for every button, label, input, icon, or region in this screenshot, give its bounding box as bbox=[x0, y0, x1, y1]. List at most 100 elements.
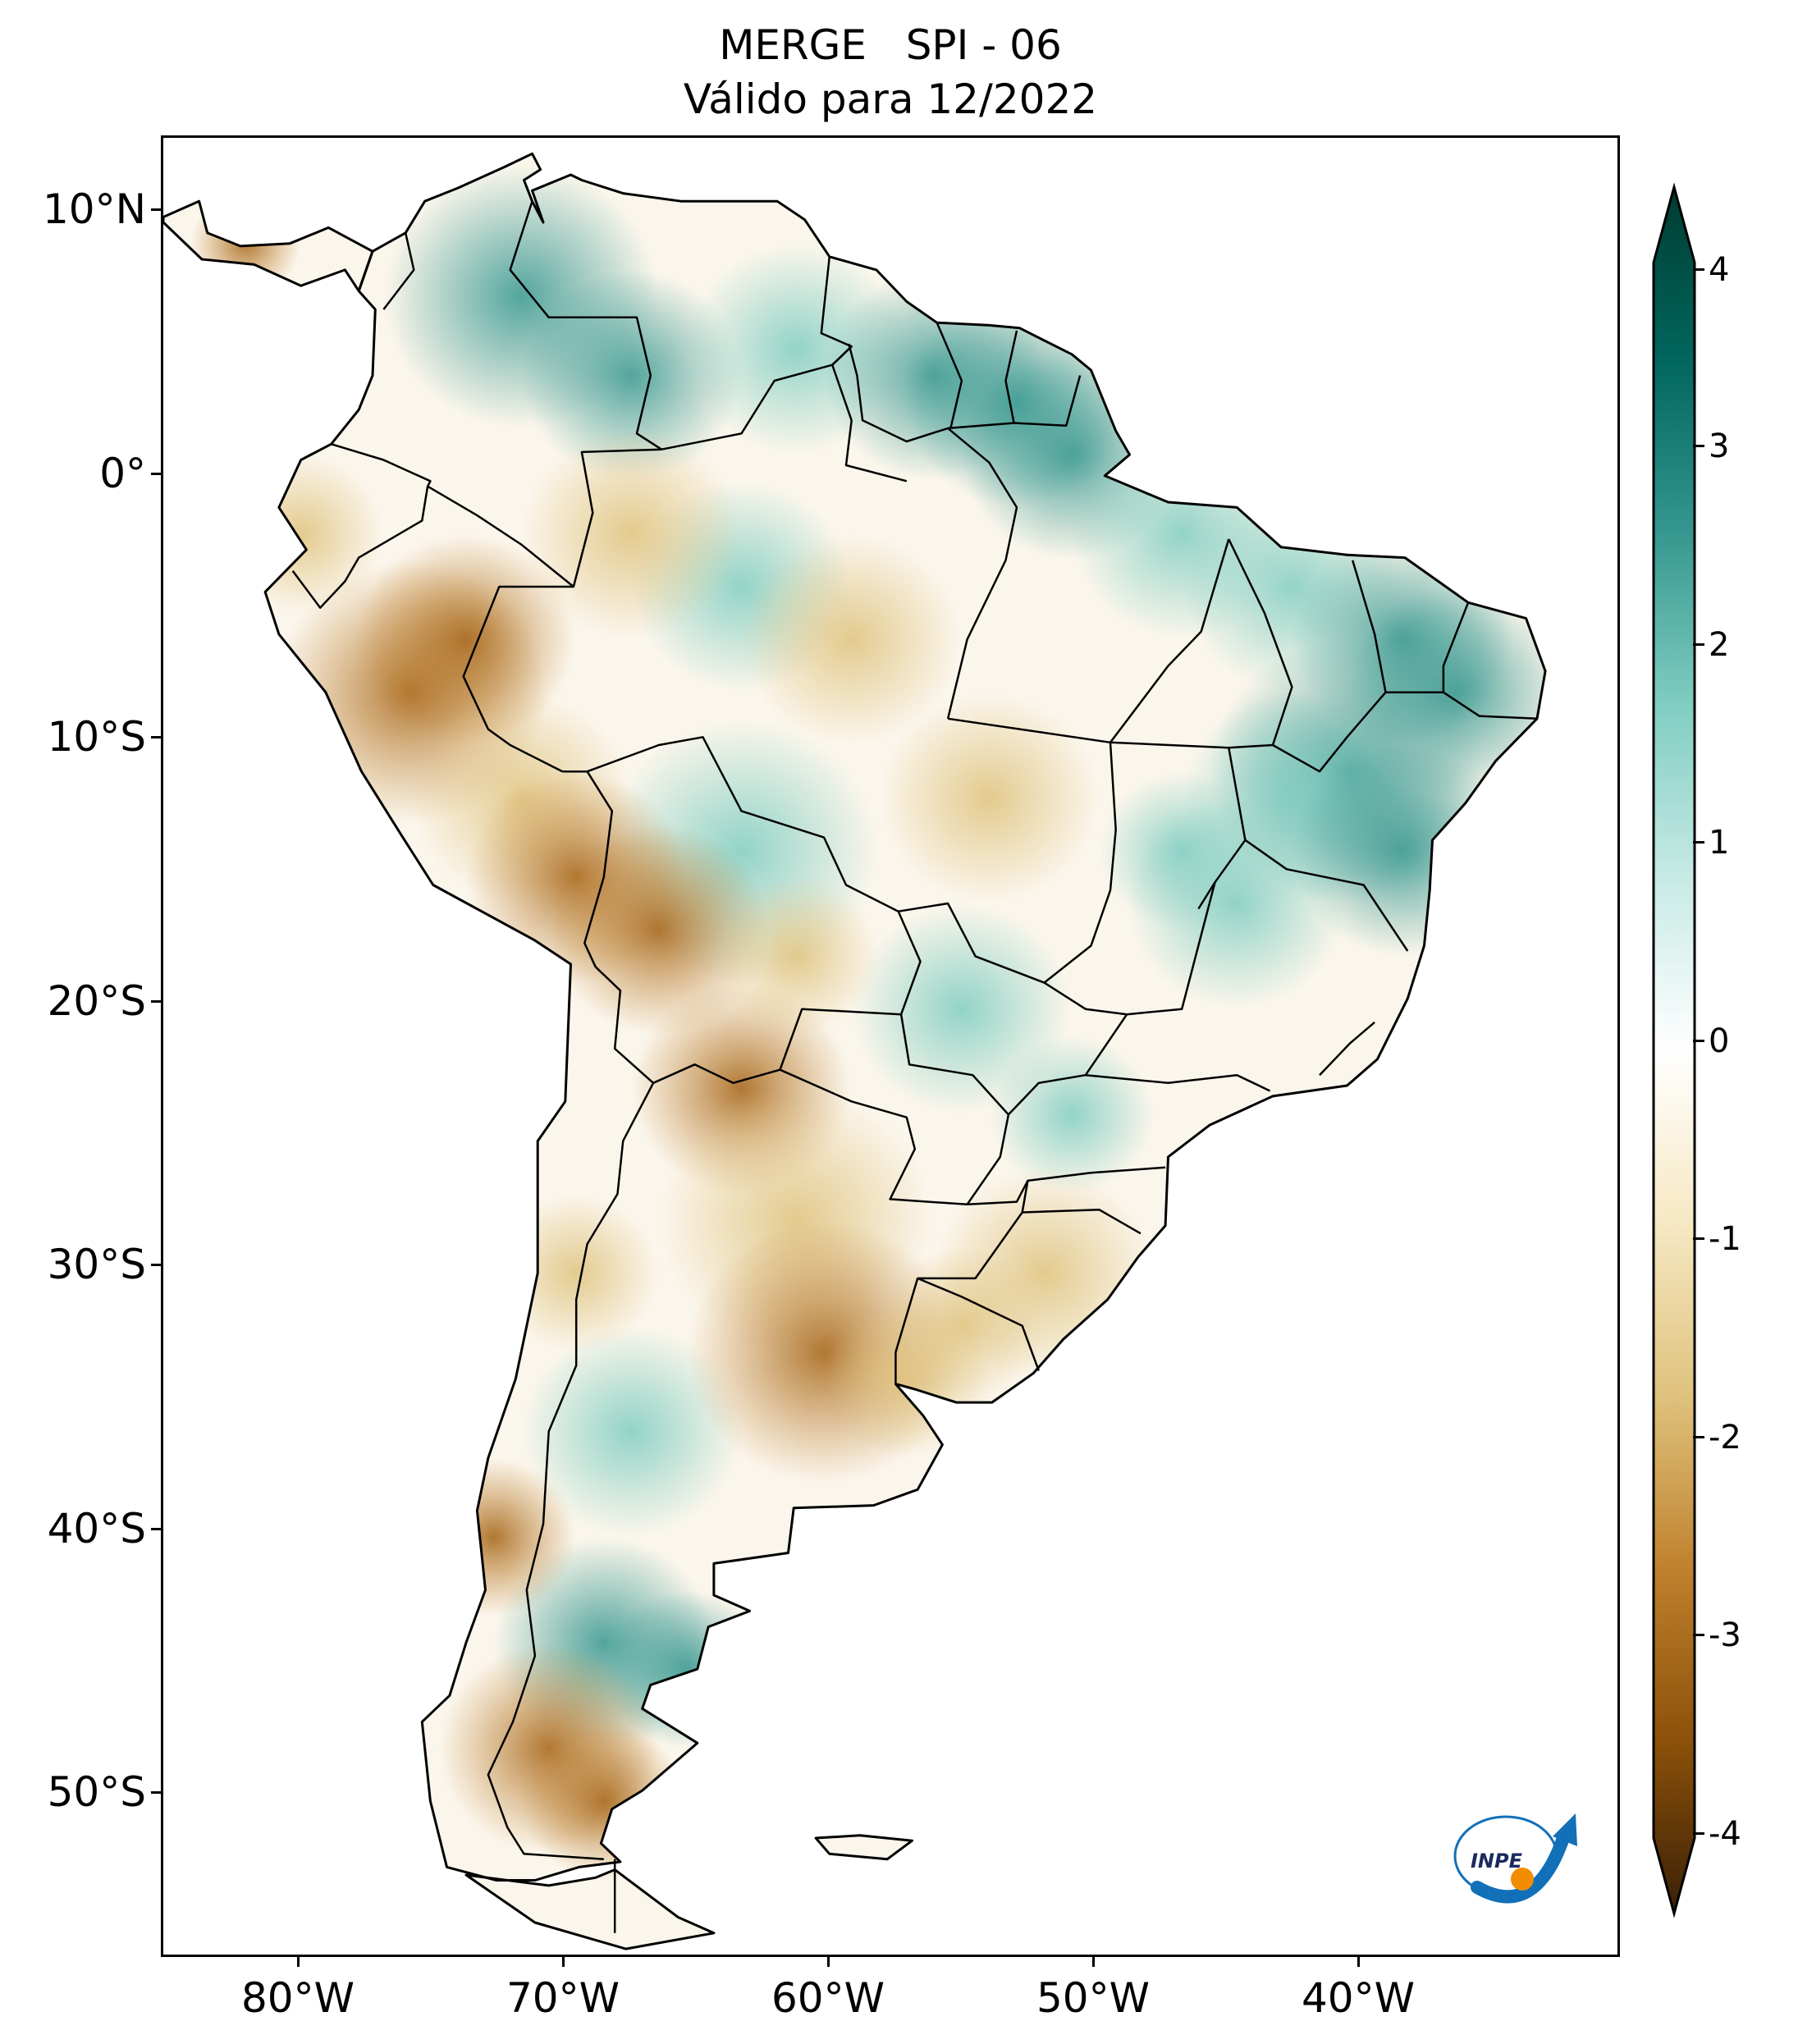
colorbar-tick bbox=[1693, 1634, 1704, 1636]
lon-label-80w: 80°W bbox=[240, 1974, 355, 2022]
logo-swoosh bbox=[1471, 1831, 1570, 1904]
border-line bbox=[1442, 601, 1470, 693]
lat-label-50s: 50°S bbox=[47, 1768, 146, 1816]
logo-text: INPE bbox=[1471, 1850, 1523, 1873]
colorbar-tick bbox=[1693, 1237, 1704, 1240]
spi-anomaly-region bbox=[714, 876, 880, 1036]
colorbar-label: 1 bbox=[1709, 824, 1730, 862]
coastline bbox=[263, 152, 1547, 1882]
logo-arrow bbox=[1553, 1813, 1577, 1846]
lat-tick bbox=[151, 1791, 161, 1794]
coastline bbox=[464, 1868, 716, 1950]
spi-anomaly-region bbox=[521, 269, 742, 482]
colorbar-tick bbox=[1693, 1832, 1704, 1835]
border-line bbox=[947, 538, 1230, 744]
lon-tick bbox=[562, 1957, 565, 1967]
logo-sun bbox=[1511, 1868, 1534, 1891]
colorbar-tick bbox=[1693, 268, 1704, 271]
lon-tick bbox=[1357, 1957, 1360, 1967]
colorbar-body bbox=[1652, 182, 1696, 1918]
border-line bbox=[1272, 560, 1387, 773]
lon-tick bbox=[827, 1957, 830, 1967]
lat-label-10n: 10°N bbox=[42, 185, 146, 233]
border-line bbox=[1228, 538, 1293, 749]
colorbar-label: 2 bbox=[1709, 626, 1730, 664]
land-polygon bbox=[466, 1869, 714, 1950]
colorbar-label: 4 bbox=[1709, 251, 1730, 289]
spi-anomaly-region bbox=[1099, 771, 1265, 931]
border-line bbox=[1007, 1013, 1128, 1116]
border-line bbox=[509, 200, 662, 450]
spi-anomaly-region bbox=[521, 428, 742, 640]
spi-map bbox=[163, 152, 1547, 1950]
border-line bbox=[587, 736, 922, 1015]
map-title-line2: Válido para 12/2022 bbox=[683, 75, 1098, 123]
lat-tick bbox=[151, 1000, 161, 1003]
colorbar-tick bbox=[1693, 841, 1704, 844]
colorbar-label: -1 bbox=[1709, 1220, 1741, 1258]
lat-tick bbox=[151, 208, 161, 211]
border-line bbox=[1385, 691, 1538, 720]
border-line bbox=[1022, 1209, 1141, 1235]
colorbar-tick bbox=[1693, 445, 1704, 447]
border-line bbox=[427, 485, 574, 588]
border-line bbox=[848, 343, 1082, 443]
border-line bbox=[1004, 330, 1018, 423]
colorbar-tick bbox=[1693, 643, 1704, 646]
spi-anomaly-region bbox=[879, 1246, 1045, 1406]
lat-tick bbox=[151, 1528, 161, 1530]
map-panel bbox=[161, 135, 1620, 1957]
lon-label-70w: 70°W bbox=[506, 1974, 620, 2022]
land-polygon bbox=[816, 1835, 913, 1859]
border-line bbox=[917, 1277, 1040, 1371]
colorbar-label: 3 bbox=[1709, 428, 1730, 465]
lat-label-10s: 10°S bbox=[47, 713, 146, 761]
lat-tick bbox=[151, 736, 161, 738]
border-line bbox=[830, 345, 908, 482]
border-line bbox=[1244, 839, 1409, 952]
coastline bbox=[814, 1834, 913, 1861]
border-line bbox=[291, 443, 432, 609]
border-line bbox=[594, 966, 902, 1085]
colorbar-label: 0 bbox=[1709, 1022, 1730, 1060]
spi-anomaly-region bbox=[741, 533, 962, 745]
lon-label-50w: 50°W bbox=[1036, 1974, 1151, 2022]
lat-tick bbox=[151, 1264, 161, 1266]
spi-anomaly-region bbox=[521, 1325, 742, 1538]
border-line bbox=[894, 1179, 1029, 1384]
colorbar-label: -2 bbox=[1709, 1419, 1741, 1456]
country-borders bbox=[163, 152, 1547, 1950]
lat-tick bbox=[151, 473, 161, 475]
spi-colorbar bbox=[1652, 182, 1696, 1918]
lat-label-30s: 30°S bbox=[47, 1241, 146, 1288]
spi-anomaly-region bbox=[989, 1035, 1155, 1194]
border-line bbox=[1319, 1021, 1375, 1077]
border-line bbox=[562, 770, 614, 967]
border-line bbox=[946, 427, 1018, 720]
inpe-logo: INPE bbox=[1453, 1813, 1577, 1904]
coastline bbox=[163, 199, 374, 293]
lon-label-40w: 40°W bbox=[1301, 1974, 1416, 2022]
border-line bbox=[487, 1082, 655, 1860]
border-line bbox=[1085, 1073, 1271, 1092]
border-line bbox=[462, 448, 662, 773]
lon-tick bbox=[1092, 1957, 1095, 1967]
border-line bbox=[898, 742, 1117, 984]
colorbar-tick bbox=[1693, 1040, 1704, 1042]
map-title-line1: MERGE SPI - 06 bbox=[719, 21, 1062, 69]
lat-label-0: 0° bbox=[99, 450, 146, 497]
lat-label-40s: 40°S bbox=[47, 1505, 146, 1552]
border-line bbox=[1027, 1166, 1166, 1182]
spi-anomaly-region bbox=[879, 692, 1100, 903]
spi-anomaly-region bbox=[218, 455, 384, 614]
lat-label-20s: 20°S bbox=[47, 977, 146, 1025]
colorbar-tick bbox=[1693, 1436, 1704, 1438]
lon-tick bbox=[297, 1957, 300, 1967]
spi-anomaly-region bbox=[521, 1722, 687, 1881]
spi-anomaly-region bbox=[411, 1457, 577, 1616]
colorbar-label: -4 bbox=[1709, 1815, 1741, 1853]
colorbar-label: -3 bbox=[1709, 1616, 1741, 1654]
lon-label-60w: 60°W bbox=[771, 1974, 885, 2022]
border-line bbox=[936, 322, 963, 429]
border-line bbox=[382, 232, 415, 310]
